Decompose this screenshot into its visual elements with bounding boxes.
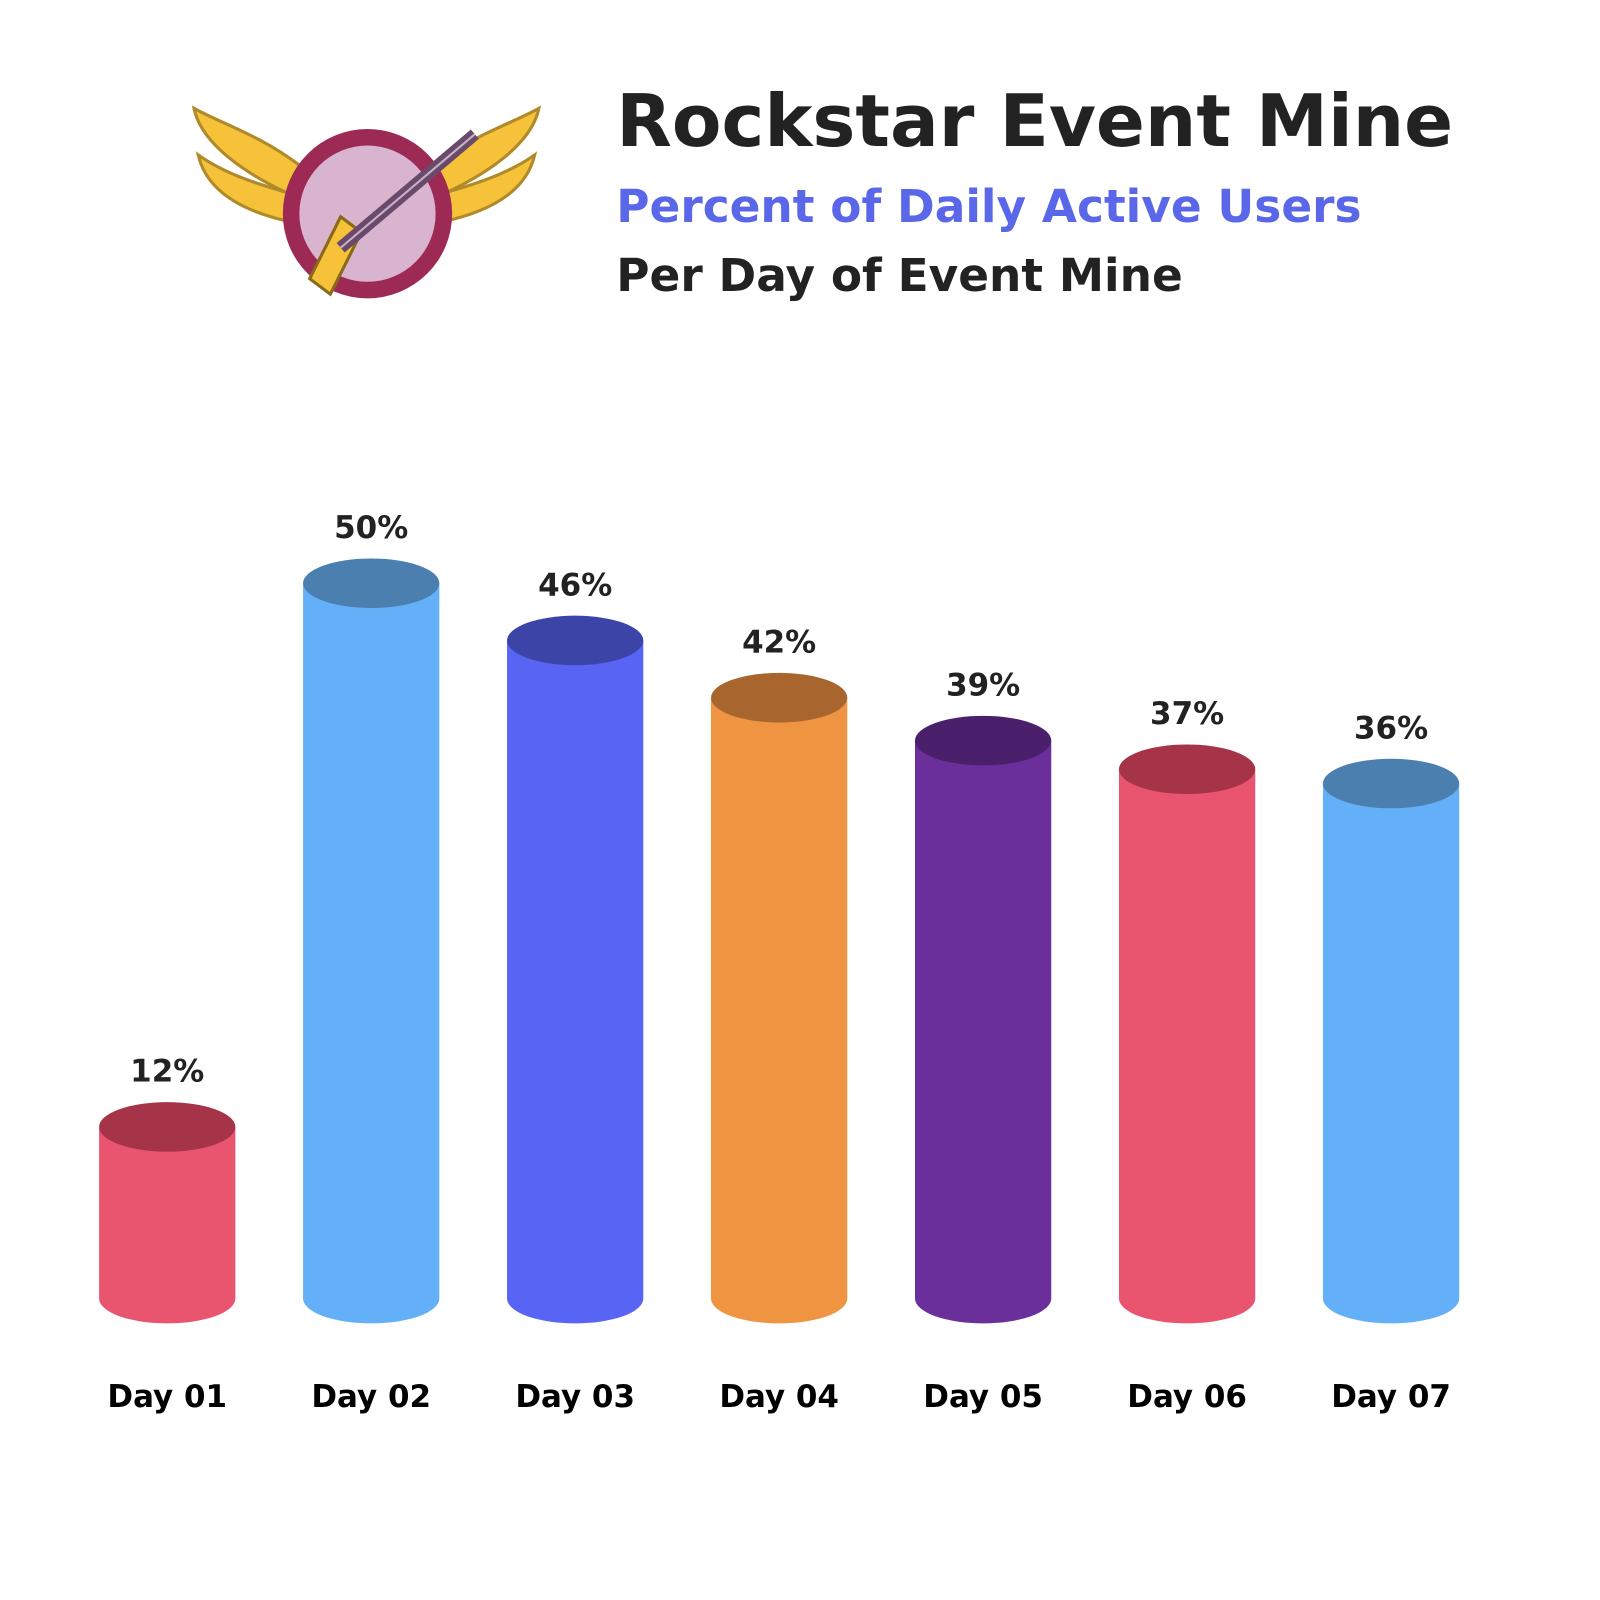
x-tick-label: Day 06	[1127, 1379, 1247, 1415]
x-tick-label: Day 04	[719, 1379, 839, 1415]
value-label: 37%	[1150, 696, 1224, 732]
chart-title: Rockstar Event Mine	[616, 80, 1453, 164]
value-label: 12%	[130, 1054, 204, 1090]
x-tick-label: Day 01	[107, 1379, 227, 1415]
bar-body	[507, 640, 644, 1324]
value-label: 36%	[1354, 710, 1428, 746]
chart-subtitle: Per Day of Event Mine	[616, 249, 1183, 302]
bar-body	[1118, 769, 1256, 1324]
bar-body	[711, 697, 848, 1324]
bar-body	[99, 1126, 236, 1324]
logo	[191, 105, 542, 299]
value-label: 39%	[946, 667, 1020, 703]
bar-top	[1118, 744, 1256, 794]
x-tick-label: Day 03	[515, 1379, 635, 1415]
x-tick-label: Day 05	[923, 1379, 1043, 1415]
chart-subtitle: Percent of Daily Active Users	[616, 180, 1361, 233]
x-tick-label: Day 07	[1331, 1379, 1451, 1415]
x-tick-label: Day 02	[311, 1379, 431, 1415]
value-label: 42%	[742, 625, 816, 661]
bar-body	[1322, 783, 1460, 1324]
bar-top	[914, 715, 1052, 766]
bar-top	[507, 615, 644, 666]
bar-body	[914, 740, 1052, 1324]
bar-top	[711, 672, 848, 723]
value-label: 50%	[334, 510, 408, 546]
bar-top	[1322, 758, 1460, 809]
bar-body	[303, 583, 440, 1324]
value-label: 46%	[538, 567, 612, 603]
bar-top	[303, 558, 440, 608]
bar-top	[99, 1102, 236, 1152]
